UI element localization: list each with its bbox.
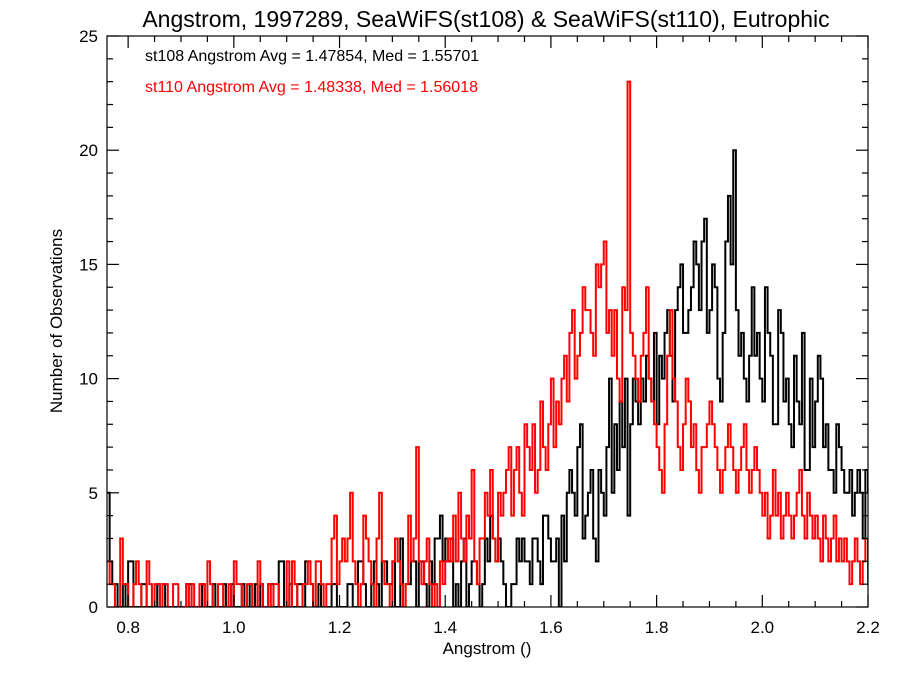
y-tick-label: 20 <box>79 141 98 160</box>
plot-frame <box>106 35 869 608</box>
y-tick-label: 0 <box>89 598 98 617</box>
y-axis-label: Number of Observations <box>47 229 66 413</box>
series-st108-stats: st108 Angstrom Avg = 1.47854, Med = 1.55… <box>145 48 479 65</box>
y-tick-label: 25 <box>79 27 98 46</box>
x-tick-label: 1.8 <box>645 618 669 637</box>
y-tick-label: 5 <box>89 484 98 503</box>
x-axis-label: Angstrom () <box>443 639 532 658</box>
ticks-layer: 0.8 1.0 1.2 1.4 1.6 1.8 2.0 2.2 0 5 10 15 20 25 <box>79 27 880 637</box>
x-tick-label: 1.2 <box>328 618 352 637</box>
y-tick-label: 10 <box>79 370 98 389</box>
x-tick-label: 1.4 <box>433 618 457 637</box>
series-st110-stats: st110 Angstrom Avg = 1.48338, Med = 1.56… <box>145 79 478 96</box>
x-tick-label: 0.8 <box>116 618 140 637</box>
chart-title: Angstrom, 1997289, SeaWiFS(st108) & SeaW… <box>142 6 829 32</box>
x-tick-label: 2.0 <box>750 618 774 637</box>
series-st110-line <box>107 80 868 607</box>
x-tick-label: 1.6 <box>539 618 563 637</box>
x-tick-label: 2.2 <box>856 618 880 637</box>
y-tick-label: 15 <box>79 255 98 274</box>
x-tick-label: 1.0 <box>222 618 246 637</box>
series-layer <box>107 80 868 607</box>
